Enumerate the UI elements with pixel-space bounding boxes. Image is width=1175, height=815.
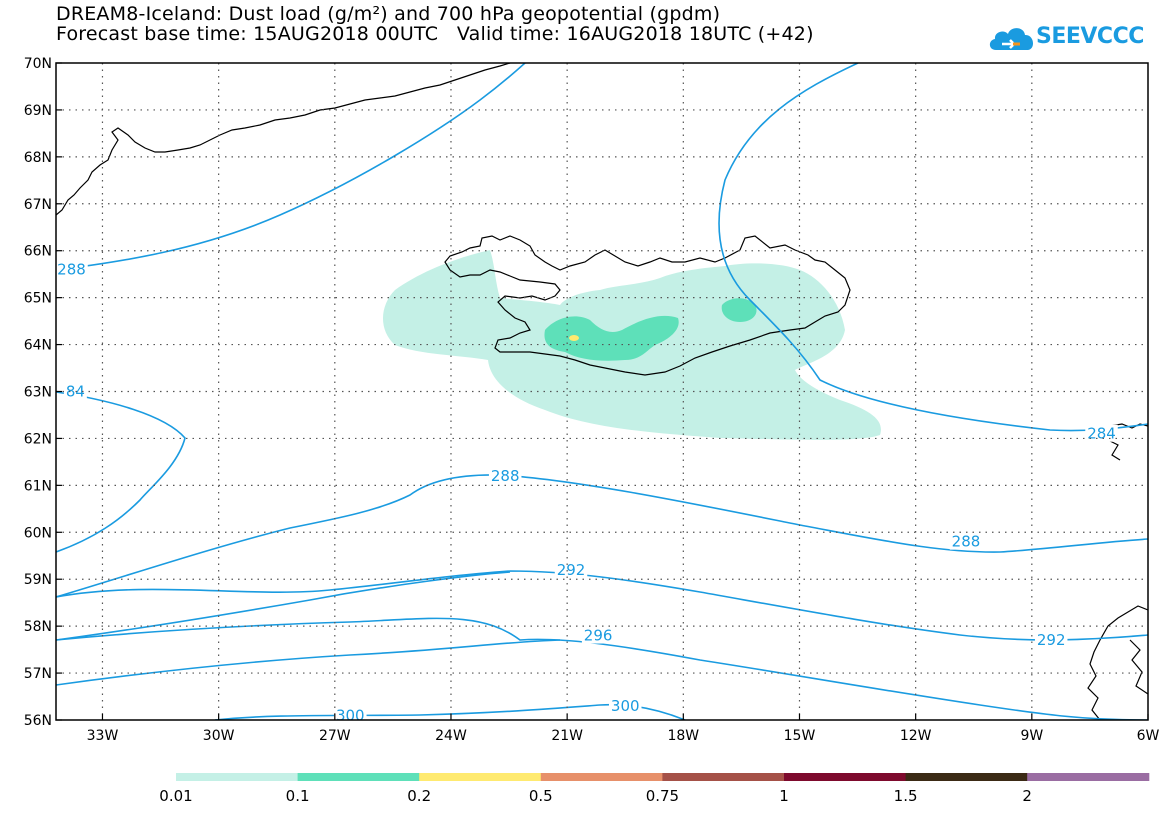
contour-label: 288 [952,533,981,551]
lat-tick-label: 60N [24,525,52,541]
contour-label: 292 [557,561,586,579]
lat-tick-label: 66N [24,244,52,260]
lat-tick-label: 67N [24,197,52,213]
lat-tick-label: 69N [24,103,52,119]
contour-292-south [56,571,511,641]
lon-tick-label: 9W [1020,728,1043,744]
contour-label-bg [608,696,642,714]
logo-text: SEEVCCC [1036,24,1144,49]
lon-tick-label: 12W [900,728,932,744]
lat-tick-label: 64N [24,338,52,354]
lon-tick-label: 21W [551,728,583,744]
contour-label-bg [56,260,88,278]
contour-labels: 288 84 284 288 288 292 292 296 300 300 [56,260,1118,724]
scotland-coastline [1087,605,1148,720]
lat-tick-label: 57N [24,666,52,682]
lat-tick-label: 63N [24,385,52,401]
axis-labels: 33W 30W 27W 24W 21W 18W 15W 12W 9W 6W 56N 57N 58N 59N… [24,56,1160,744]
lon-tick-label: 15W [784,728,816,744]
lon-tick-label: 27W [319,728,351,744]
contour-292 [56,570,1148,641]
contour-label-bg [1034,631,1068,649]
dust-high-spot [569,335,579,341]
contour-label: 288 [491,467,520,485]
contour-label: 300 [611,697,640,715]
contour-label-bg [949,532,983,550]
contour-label-bg [1085,424,1118,442]
seevccc-logo: SEEVCCC [988,20,1144,60]
greenland-coastline [56,63,511,216]
contour-label: 300 [336,706,365,724]
iceland-coastline [444,235,851,376]
lon-tick-label: 33W [87,728,119,744]
contour-label-bg [334,706,367,720]
dust-medium-area-east [721,298,757,322]
lon-tick-label: 30W [203,728,235,744]
contour-label-bg [63,382,87,400]
contour-label-bg [554,560,588,578]
lon-tick-label: 24W [435,728,467,744]
contour-284-east [718,63,1148,432]
contour-288-mid [56,474,1148,598]
plot-frame [55,62,1149,721]
contour-288-north [56,63,526,271]
gridlines [56,62,1149,721]
contour-label: 288 [57,260,86,278]
lat-tick-label: 68N [24,150,52,166]
contour-label-bg [581,626,615,644]
lat-tick-label: 61N [24,478,52,494]
valid-time-label: Valid time: 16AUG2018 18UTC (+42) [456,23,814,45]
contour-label-bg [488,466,522,484]
lat-tick-label: 65N [24,291,52,307]
map-subtitle: Forecast base time: 15AUG2018 00UTC Vali… [56,24,814,44]
lon-tick-label: 18W [667,728,699,744]
contour-300 [56,639,561,686]
contour-label: 84 [66,383,85,401]
cloud-icon [989,28,1034,50]
contour-label: 296 [584,627,613,645]
base-time-label: Forecast base time: 15AUG2018 00UTC [56,23,439,45]
contour-label: 292 [1037,631,1066,649]
dust-medium-area [544,315,679,361]
lat-tick-label: 56N [24,713,52,729]
contour-284-west [56,391,186,553]
map-title: DREAM8-Iceland: Dust load (g/m²) and 700… [56,3,721,25]
lat-tick-label: 59N [24,572,52,588]
lat-tick-label: 70N [24,56,52,72]
lat-tick-label: 62N [24,431,52,447]
lat-tick-label: 58N [24,619,52,635]
contour-label: 284 [1087,425,1116,443]
lon-tick-label: 6W [1137,728,1160,744]
